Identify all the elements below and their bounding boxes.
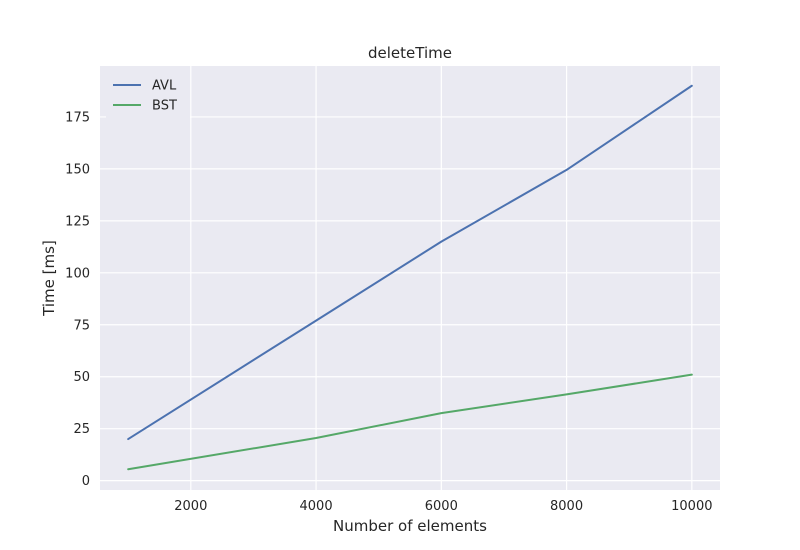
y-tick-labels: 0 25 50 75 100 125 150 175 bbox=[65, 110, 90, 489]
y-tick-label: 0 bbox=[82, 474, 90, 489]
x-tick-label: 10000 bbox=[671, 499, 712, 514]
series-lines bbox=[127, 84, 693, 471]
x-tick-label: 6000 bbox=[425, 499, 458, 514]
y-tick-label: 175 bbox=[65, 110, 90, 125]
x-axis-label: Number of elements bbox=[333, 517, 487, 535]
legend-label: AVL bbox=[152, 79, 177, 94]
x-tick-labels: 2000 4000 6000 8000 10000 bbox=[174, 499, 712, 514]
y-tick-label: 25 bbox=[73, 422, 90, 437]
x-tick-label: 4000 bbox=[300, 499, 333, 514]
legend-label: BST bbox=[152, 99, 177, 114]
y-tick-label: 75 bbox=[73, 318, 90, 333]
grid-lines bbox=[100, 66, 720, 490]
y-axis-label: Time [ms] bbox=[40, 240, 58, 317]
series-line-bst bbox=[127, 373, 693, 471]
x-tick-label: 8000 bbox=[550, 499, 583, 514]
y-tick-label: 150 bbox=[65, 162, 90, 177]
y-tick-label: 100 bbox=[65, 266, 90, 281]
y-tick-label: 50 bbox=[73, 370, 90, 385]
x-tick-label: 2000 bbox=[174, 499, 207, 514]
legend: AVL BST bbox=[106, 72, 190, 120]
chart-title: deleteTime bbox=[368, 44, 452, 62]
y-tick-label: 125 bbox=[65, 214, 90, 229]
legend-box bbox=[106, 72, 190, 120]
series-line-avl bbox=[127, 84, 693, 441]
